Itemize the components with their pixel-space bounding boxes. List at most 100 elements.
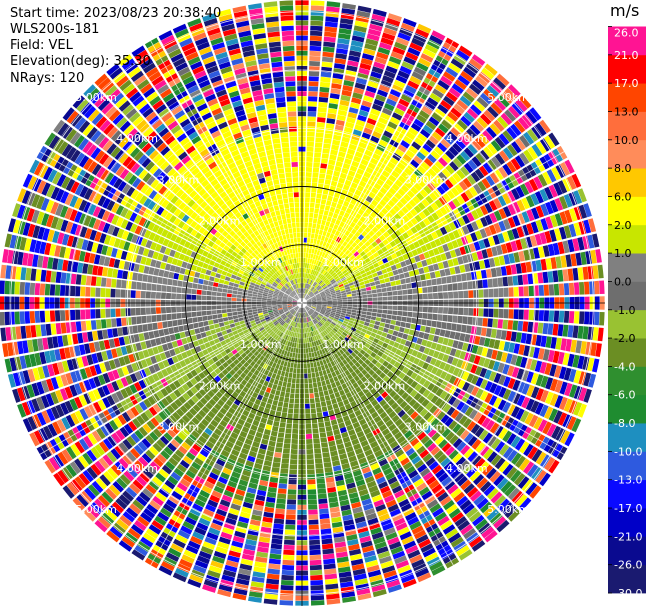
velocity-gate	[390, 281, 396, 287]
velocity-gate	[397, 332, 404, 338]
velocity-gate	[291, 383, 296, 389]
velocity-gate	[284, 433, 292, 439]
velocity-gate	[269, 553, 282, 560]
velocity-gate	[367, 305, 373, 309]
velocity-gate	[358, 163, 367, 171]
velocity-gate	[466, 272, 472, 281]
velocity-gate	[362, 294, 368, 298]
velocity-gate	[308, 378, 313, 384]
velocity-gate	[302, 273, 305, 278]
velocity-gate	[314, 142, 323, 148]
velocity-gate	[336, 270, 342, 276]
velocity-gate	[281, 580, 294, 586]
velocity-gate	[341, 8, 356, 15]
velocity-gate	[573, 311, 580, 324]
velocity-gate	[405, 51, 419, 61]
velocity-gate	[315, 271, 319, 277]
velocity-gate	[303, 252, 306, 258]
velocity-gate	[268, 563, 281, 570]
velocity-gate	[425, 120, 437, 131]
velocity-gate	[280, 590, 294, 596]
velocity-gate	[456, 169, 466, 180]
velocity-gate	[382, 305, 388, 310]
velocity-gate	[420, 175, 430, 185]
velocity-gate	[337, 198, 344, 205]
velocity-gate	[412, 195, 421, 205]
velocity-gate	[272, 528, 284, 535]
velocity-gate	[406, 229, 414, 237]
velocity-gate	[343, 212, 350, 219]
velocity-gate	[308, 217, 313, 223]
velocity-gate	[337, 297, 342, 301]
velocity-gate	[322, 303, 327, 305]
velocity-gate	[286, 423, 292, 429]
velocity-gate	[310, 10, 324, 16]
velocity-gate	[422, 208, 431, 217]
velocity-gate	[362, 298, 368, 302]
velocity-gate	[368, 76, 381, 84]
velocity-gate	[436, 277, 442, 285]
velocity-gate	[497, 319, 503, 329]
velocity-gate	[295, 353, 298, 359]
velocity-gate	[371, 187, 379, 195]
velocity-gate	[303, 288, 305, 294]
velocity-gate	[456, 154, 467, 165]
velocity-gate	[466, 108, 479, 120]
velocity-gate	[461, 324, 467, 333]
velocity-gate	[273, 379, 279, 385]
velocity-gate	[327, 108, 338, 115]
velocity-gate	[396, 103, 408, 112]
velocity-gate	[366, 117, 377, 126]
velocity-gate	[350, 228, 357, 235]
velocity-gate	[297, 363, 301, 369]
velocity-gate	[298, 348, 301, 354]
velocity-gate	[364, 43, 377, 51]
velocity-gate	[332, 387, 339, 393]
velocity-gate	[308, 71, 320, 77]
velocity-gate	[351, 242, 358, 248]
velocity-gate	[434, 175, 444, 185]
velocity-gate	[380, 79, 392, 88]
velocity-gate	[280, 391, 286, 397]
velocity-gate	[451, 323, 457, 331]
velocity-gate	[375, 317, 382, 322]
velocity-gate	[331, 228, 337, 235]
velocity-gate	[379, 227, 386, 234]
velocity-gate	[481, 67, 495, 80]
velocity-gate	[475, 153, 486, 164]
velocity-gate	[373, 207, 381, 215]
velocity-gate	[387, 296, 393, 301]
velocity-gate	[307, 469, 315, 475]
velocity-gate	[287, 494, 297, 500]
velocity-gate	[444, 330, 451, 338]
velocity-gate	[305, 348, 309, 353]
velocity-gate	[371, 312, 377, 317]
velocity-gate	[441, 276, 447, 284]
velocity-gate	[309, 274, 312, 280]
velocity-gate	[316, 478, 325, 484]
velocity-gate	[348, 143, 357, 151]
velocity-gate	[372, 308, 378, 313]
velocity-gate	[277, 401, 284, 407]
velocity-gate	[325, 583, 339, 590]
velocity-gate	[438, 157, 448, 167]
velocity-gate	[318, 178, 325, 184]
velocity-gate	[552, 323, 559, 336]
velocity-gate	[440, 99, 452, 111]
velocity-gate	[310, 280, 314, 286]
velocity-gate	[423, 217, 431, 226]
velocity-gate	[288, 372, 293, 378]
velocity-gate	[307, 237, 311, 243]
velocity-gate	[323, 462, 332, 468]
velocity-gate	[343, 255, 350, 262]
velocity-gate	[428, 116, 440, 127]
velocity-gate	[336, 48, 348, 55]
velocity-gate	[472, 317, 478, 326]
velocity-gate	[366, 144, 376, 153]
velocity-gate	[320, 224, 325, 231]
velocity-gate	[284, 438, 291, 444]
velocity-gate	[418, 211, 427, 220]
velocity-gate	[367, 297, 373, 301]
velocity-gate	[282, 448, 290, 454]
velocity-gate	[473, 120, 485, 132]
